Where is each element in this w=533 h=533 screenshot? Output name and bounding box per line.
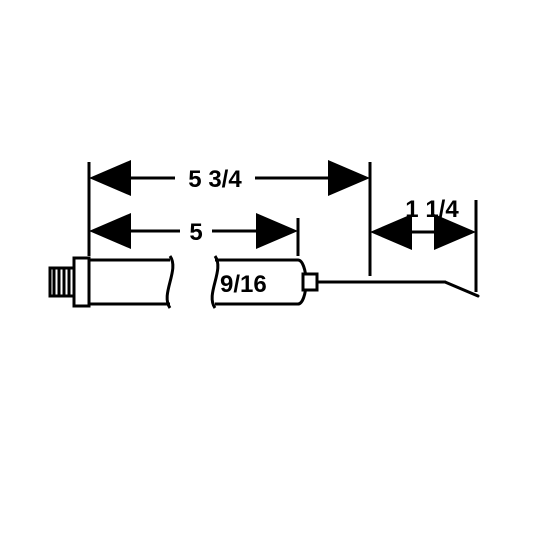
- dimension-tip-label: 1 1/4: [405, 196, 459, 223]
- dimension-diameter-label: 9/16: [220, 271, 267, 298]
- cylinder-body: [89, 256, 306, 308]
- extension-lines: [89, 162, 476, 292]
- dimension-overall: 5 3/4: [95, 166, 364, 193]
- collar: [303, 274, 317, 290]
- dimension-body-label: 5: [189, 219, 202, 246]
- electrode-rod: [317, 282, 478, 296]
- threaded-end: [50, 268, 74, 296]
- hex-nut: [74, 258, 89, 306]
- dimension-overall-label: 5 3/4: [188, 166, 242, 193]
- dimension-tip: 1 1/4: [376, 196, 470, 232]
- dimension-body: 5: [95, 219, 292, 246]
- electrode-dimension-diagram: 5 3/4 5 1 1/4 9/16: [0, 0, 533, 533]
